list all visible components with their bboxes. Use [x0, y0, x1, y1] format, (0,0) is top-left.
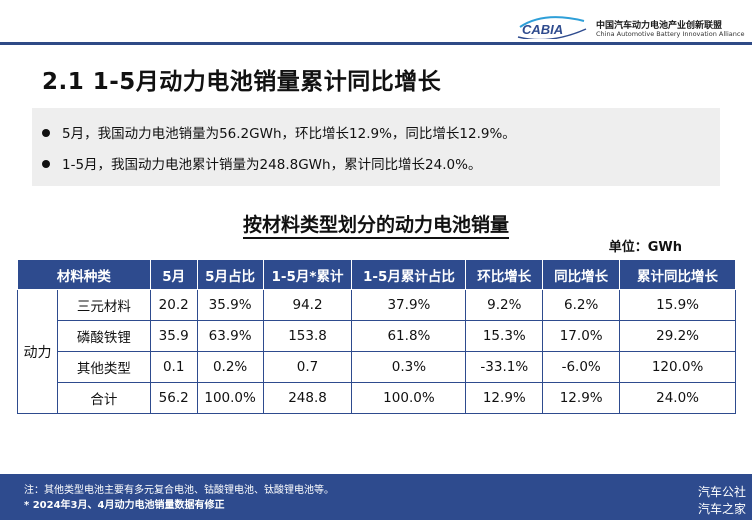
- org-name-cn: 中国汽车动力电池产业创新联盟: [596, 21, 723, 31]
- table-cell: 29.2%: [619, 320, 736, 352]
- table-cell: 56.2: [149, 382, 198, 414]
- column-header: 材料种类: [17, 259, 151, 290]
- table-title-text: 按材料类型划分的动力电池销量: [242, 214, 509, 239]
- table-cell: 合计: [56, 382, 151, 414]
- table-cell: 0.3%: [351, 351, 467, 383]
- table-cell: 24.0%: [619, 382, 736, 414]
- table-row: 合计 56.2 100.0% 248.8 100.0% 12.9% 12.9% …: [18, 382, 736, 414]
- summary-text: 1-5月，我国动力电池累计销量为248.8GWh，累计同比增长24.0%。: [62, 157, 482, 173]
- table-cell: 9.2%: [465, 289, 544, 321]
- column-header: 5月: [149, 259, 198, 290]
- table-row: 磷酸铁锂 35.9 63.9% 153.8 61.8% 15.3% 17.0% …: [18, 320, 736, 352]
- group-label: 动力: [17, 289, 58, 414]
- table-cell: 磷酸铁锂: [56, 320, 151, 352]
- watermark: 汽车公社: [697, 485, 746, 499]
- org-name-en: China Automotive Battery Innovation Alli…: [596, 30, 745, 38]
- table-cell: 0.7: [262, 351, 353, 383]
- table-cell: -6.0%: [542, 351, 621, 383]
- summary-bullet: 5月，我国动力电池销量为56.2GWh，环比增长12.9%，同比增长12.9%。: [42, 122, 516, 142]
- table-cell: 153.8: [262, 320, 353, 352]
- table-cell: 63.9%: [196, 320, 264, 352]
- footer-bar: 注：其他类型电池主要有多元复合电池、钴酸锂电池、钛酸锂电池等。 * 2024年3…: [0, 474, 752, 520]
- unit-label: 单位：GWh: [608, 240, 682, 255]
- logo-wordmark: CABIA: [522, 22, 563, 37]
- table-cell: 100.0%: [196, 382, 264, 414]
- summary-bullet: 1-5月，我国动力电池累计销量为248.8GWh，累计同比增长24.0%。: [42, 153, 481, 173]
- table-cell: 6.2%: [542, 289, 621, 321]
- table-title: 按材料类型划分的动力电池销量: [0, 210, 752, 239]
- summary-text: 5月，我国动力电池销量为56.2GWh，环比增长12.9%，同比增长12.9%。: [62, 126, 516, 142]
- cabia-logo-icon: CABIA: [517, 16, 587, 39]
- table-cell: 15.3%: [465, 320, 544, 352]
- table-cell: 120.0%: [619, 351, 736, 383]
- footnote: * 2024年3月、4月动力电池销量数据有修正: [24, 500, 225, 511]
- table-header-row: 材料种类 5月 5月占比 1-5月*累计 1-5月累计占比 环比增长 同比增长 …: [17, 259, 736, 290]
- table-cell: 35.9: [149, 320, 198, 352]
- column-header: 环比增长: [465, 259, 544, 290]
- table-cell: 15.9%: [619, 289, 736, 321]
- column-header: 同比增长: [542, 259, 621, 290]
- bullet-dot-icon: [42, 129, 50, 137]
- table-cell: 100.0%: [351, 382, 467, 414]
- header-rule: [0, 42, 752, 45]
- table-cell: 12.9%: [465, 382, 544, 414]
- table-row: 其他类型 0.1 0.2% 0.7 0.3% -33.1% -6.0% 120.…: [18, 351, 736, 383]
- watermark: 汽车之家: [697, 502, 746, 516]
- table-cell: 0.2%: [196, 351, 264, 383]
- table-cell: 20.2: [149, 289, 198, 321]
- bullet-dot-icon: [42, 160, 50, 168]
- footnote: 注：其他类型电池主要有多元复合电池、钴酸锂电池、钛酸锂电池等。: [24, 485, 334, 496]
- column-header: 累计同比增长: [619, 259, 736, 290]
- table-cell: 248.8: [262, 382, 353, 414]
- sales-table: 材料种类 5月 5月占比 1-5月*累计 1-5月累计占比 环比增长 同比增长 …: [17, 259, 736, 414]
- table-cell: 35.9%: [196, 289, 264, 321]
- table-cell: 17.0%: [542, 320, 621, 352]
- summary-box: 5月，我国动力电池销量为56.2GWh，环比增长12.9%，同比增长12.9%。…: [32, 108, 720, 186]
- page-title: 2.1 1-5月动力电池销量累计同比增长: [42, 69, 442, 95]
- table-cell: 61.8%: [351, 320, 467, 352]
- org-logo: CABIA 中国汽车动力电池产业创新联盟 China Automotive Ba…: [514, 14, 752, 40]
- table-cell: -33.1%: [465, 351, 544, 383]
- column-header: 1-5月累计占比: [351, 259, 467, 290]
- table-cell: 其他类型: [56, 351, 151, 383]
- column-header: 1-5月*累计: [262, 259, 353, 290]
- column-header: 5月占比: [196, 259, 264, 290]
- table-cell: 三元材料: [56, 289, 151, 321]
- table-row: 动力 三元材料 20.2 35.9% 94.2 37.9% 9.2% 6.2% …: [17, 289, 736, 414]
- table-cell: 12.9%: [542, 382, 621, 414]
- table-cell: 0.1: [149, 351, 198, 383]
- table-cell: 37.9%: [351, 289, 467, 321]
- table-cell: 94.2: [262, 289, 353, 321]
